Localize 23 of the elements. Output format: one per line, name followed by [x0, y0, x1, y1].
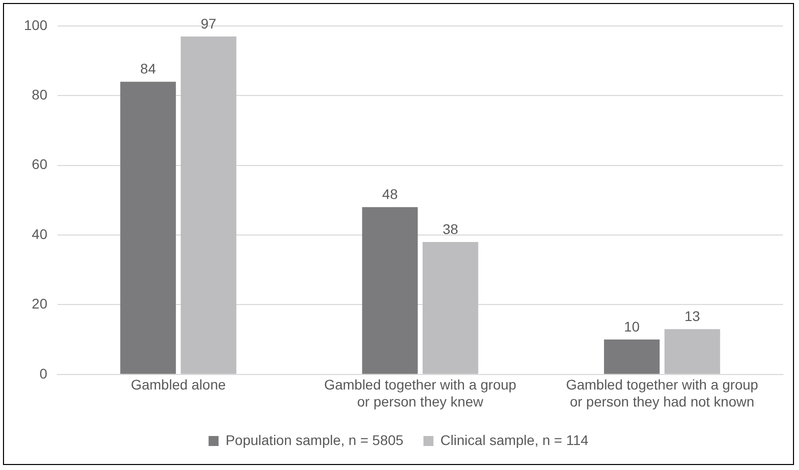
bar [120, 82, 176, 374]
legend-label: Population sample, n = 5805 [226, 432, 404, 448]
data-label: 10 [624, 318, 640, 334]
x-tick-label: Gambled alone [130, 376, 226, 393]
data-label: 48 [382, 186, 398, 202]
data-label: 84 [140, 60, 156, 77]
bar [664, 329, 720, 374]
y-tick-label: 80 [32, 86, 48, 103]
y-tick-label: 40 [32, 226, 48, 242]
x-tick-label: Gambled together with a group or person they knew [324, 376, 516, 410]
bar [422, 242, 478, 374]
bar [362, 207, 418, 374]
y-tick-label: 0 [40, 365, 48, 382]
data-label: 13 [684, 308, 700, 324]
legend-label: Clinical sample, n = 114 [440, 432, 589, 448]
y-tick-label: 100 [24, 16, 48, 33]
data-label: 97 [200, 15, 217, 32]
y-tick-label: 60 [32, 156, 48, 172]
x-tick-label: Gambled together with a group or person they had not known [566, 376, 758, 410]
data-label: 38 [442, 220, 458, 237]
bar [180, 36, 236, 374]
bar [604, 340, 660, 374]
y-tick-label: 20 [32, 296, 48, 312]
